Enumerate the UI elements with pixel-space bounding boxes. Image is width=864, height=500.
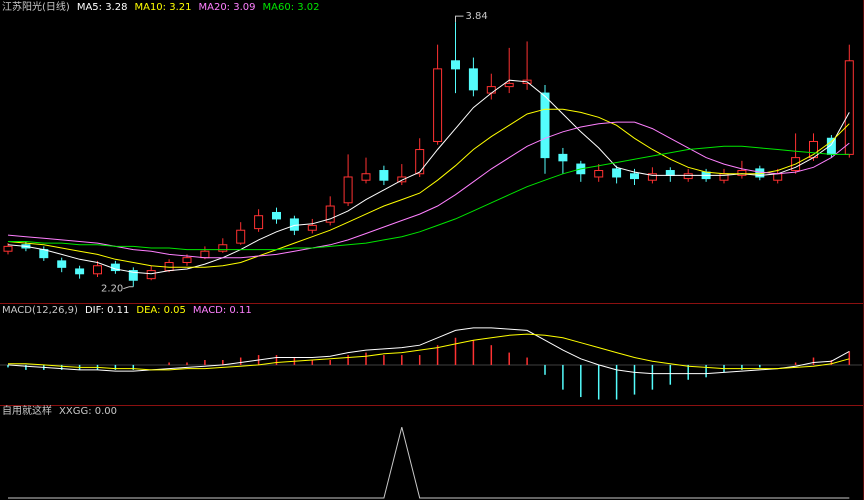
candle-body (218, 244, 228, 252)
candle-body (75, 268, 85, 275)
candle-body (272, 211, 281, 220)
candle-body (128, 270, 138, 281)
legend-entry: MA5: 3.28 (77, 2, 128, 13)
candle-body (289, 218, 299, 231)
candle-body (307, 224, 317, 231)
candle-body (468, 68, 478, 91)
candle-body (236, 229, 246, 244)
indicator-line (8, 426, 850, 499)
candle-body (415, 149, 425, 175)
candle-body (254, 215, 264, 230)
candle-body (665, 170, 675, 176)
legend-entry: MA60: 3.02 (263, 2, 320, 13)
legend-entry: MA20: 3.09 (198, 2, 255, 13)
candle-body (594, 170, 604, 178)
candle-body (683, 173, 693, 180)
legend-entry: DIF: 0.11 (85, 305, 129, 316)
candle-body (630, 173, 639, 180)
legend-entry: DEA: 0.05 (136, 305, 186, 316)
candle-body (343, 176, 353, 204)
candle-body (146, 270, 156, 280)
high-marker (455, 15, 464, 23)
chart-title: 江苏阳光(日线) (2, 0, 70, 13)
indicator-line (7, 121, 850, 259)
candle-body (164, 262, 174, 272)
legend-entry: XXGG: 0.00 (59, 406, 117, 417)
candle-body (3, 245, 13, 252)
candle-body (540, 92, 550, 159)
candle-body (451, 60, 460, 70)
candle-body (844, 60, 854, 155)
candle-body (647, 173, 657, 181)
candle-body (773, 173, 783, 181)
high-label: 3.84 (466, 11, 488, 22)
indicator-line (7, 108, 850, 268)
indicator-line (8, 333, 850, 371)
indicator-line (8, 145, 850, 251)
chart-title: MACD(12,26,9) (2, 305, 78, 316)
candle-body (504, 82, 514, 88)
candle-body (200, 250, 210, 259)
candle-body (397, 176, 407, 183)
legend-entry: MA10: 3.21 (134, 2, 191, 13)
indicator-line (7, 327, 850, 375)
candle-body (486, 86, 496, 94)
candle-body (379, 170, 389, 181)
candle-body (558, 153, 568, 162)
low-marker (123, 286, 134, 290)
candle-body (93, 265, 102, 275)
legend-entry: MACD: 0.11 (193, 305, 252, 316)
candle-body (57, 260, 67, 268)
candle-body (737, 170, 747, 176)
candle-body (325, 205, 335, 223)
indicator-line (7, 79, 850, 275)
candle-body (361, 173, 371, 181)
chart-title: 自用就这样 (2, 404, 52, 417)
candle-body (182, 257, 192, 263)
candle-body (612, 168, 622, 178)
low-label: 2.20 (101, 284, 123, 295)
candle-body (433, 68, 443, 142)
